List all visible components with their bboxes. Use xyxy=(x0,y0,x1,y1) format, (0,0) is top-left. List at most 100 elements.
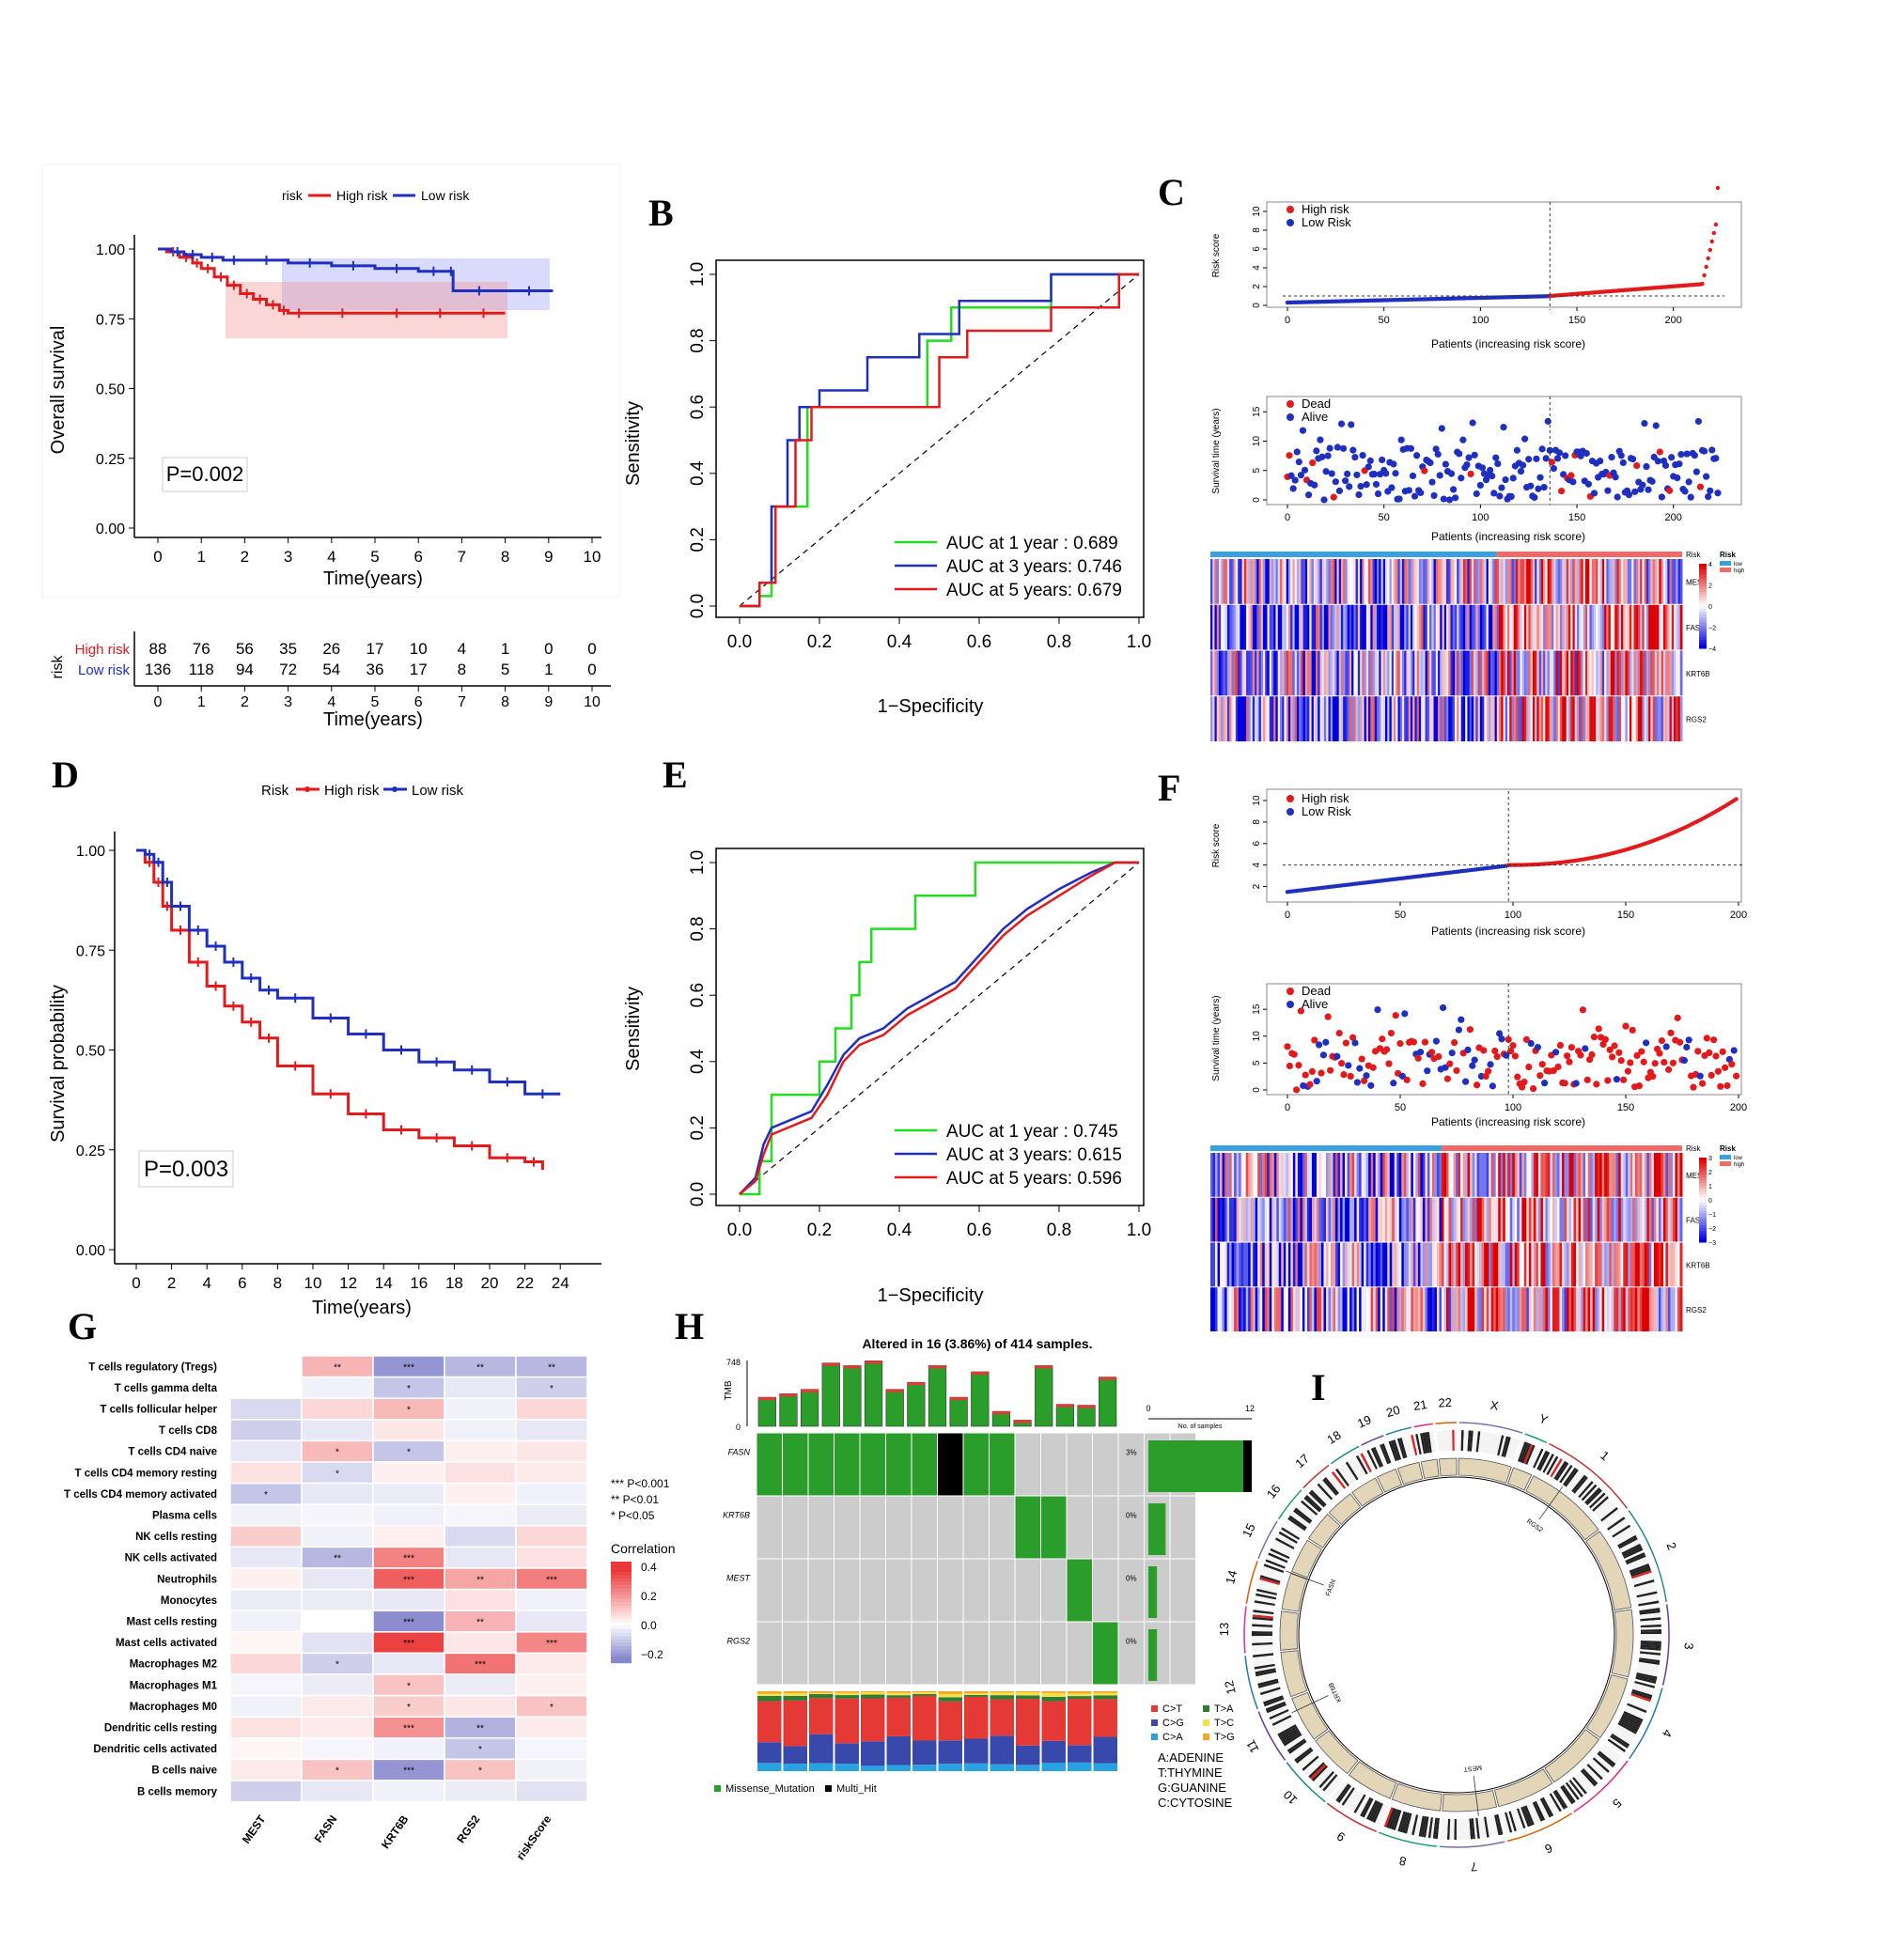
heat-cell xyxy=(1275,604,1279,650)
a-legend-high: High risk xyxy=(336,188,388,203)
heat-cell xyxy=(1380,650,1384,696)
heat-cell xyxy=(1239,1287,1242,1331)
heat-cell xyxy=(1223,696,1226,741)
heat-cell xyxy=(1273,1153,1277,1197)
x-tick-label: 1.0 xyxy=(1127,1221,1151,1240)
risk-table-cell: 56 xyxy=(236,640,254,658)
heat-cell xyxy=(1221,696,1224,741)
ideogram-band xyxy=(1402,1812,1411,1833)
heat-cell xyxy=(1412,559,1415,604)
status-point xyxy=(1447,470,1456,477)
heat-cell xyxy=(1292,1153,1296,1197)
ideogram-band xyxy=(1565,1781,1580,1800)
heat-cell xyxy=(1217,1197,1221,1242)
heat-cell xyxy=(1589,604,1593,650)
heat-cell xyxy=(1637,1153,1641,1197)
heat-cell xyxy=(1642,650,1645,696)
ideogram-band xyxy=(1257,1583,1279,1592)
heat-cell xyxy=(1385,650,1388,696)
ideogram-band xyxy=(1335,1783,1350,1802)
gene-mark-label: FASN xyxy=(1325,1579,1337,1597)
heat-cell xyxy=(1259,1242,1263,1287)
heat-cell xyxy=(1509,1153,1513,1197)
heat-cell xyxy=(1581,1197,1584,1242)
heat-cell xyxy=(1651,1197,1655,1242)
ideogram-band xyxy=(1613,1729,1632,1743)
snv-segment xyxy=(809,1734,834,1764)
colorbar-step xyxy=(611,1649,632,1654)
snv-segment xyxy=(1068,1745,1092,1763)
gene-mark-label: RGS2 xyxy=(1525,1518,1544,1534)
mut-cell xyxy=(1015,1559,1040,1622)
corr-star: * xyxy=(407,1448,411,1458)
corr-star: * xyxy=(407,1406,411,1416)
heat-cell xyxy=(1279,559,1283,604)
heat-cell xyxy=(1292,650,1296,696)
status-point xyxy=(1633,1051,1641,1060)
heat-cell xyxy=(1252,650,1255,696)
x-tick-label: 0 xyxy=(1285,512,1290,523)
heat-cell xyxy=(1646,1287,1650,1331)
snv-segment xyxy=(1016,1692,1040,1696)
heat-cell xyxy=(1570,559,1573,604)
ideogram-band xyxy=(1262,1567,1283,1578)
ideogram-band xyxy=(1293,1509,1312,1524)
corr-cell xyxy=(372,1652,445,1675)
heat-cell xyxy=(1343,650,1346,696)
heat-cell xyxy=(1462,650,1466,696)
snv-segment xyxy=(964,1738,989,1764)
heat-cell xyxy=(1406,1197,1410,1242)
heat-cell xyxy=(1360,696,1363,741)
heat-cell xyxy=(1460,1242,1464,1287)
status-point xyxy=(1535,485,1542,492)
heat-cell xyxy=(1474,696,1476,741)
heat-cell xyxy=(1625,696,1629,741)
heat-cell xyxy=(1496,650,1500,696)
x-tick-label: 6 xyxy=(413,548,422,566)
heat-cell xyxy=(1614,1287,1617,1331)
heat-cell xyxy=(1584,559,1588,604)
status-point xyxy=(1466,1026,1474,1034)
heat-cell xyxy=(1526,1287,1530,1331)
heat-cell xyxy=(1578,1242,1582,1287)
colorbar-step xyxy=(1699,589,1707,593)
chromosome-outer-arc xyxy=(1245,1561,1258,1605)
tmb-bar xyxy=(843,1365,862,1427)
ideogram-band xyxy=(1482,1432,1488,1454)
gene-mark-line xyxy=(1538,1486,1564,1520)
heat-cell xyxy=(1216,559,1220,604)
status-point xyxy=(1719,1048,1726,1055)
corr-star: *** xyxy=(403,1639,414,1649)
status-point xyxy=(1555,449,1564,457)
g-row-label: Dendritic cells activated xyxy=(93,1744,217,1755)
heat-cell xyxy=(1248,1153,1252,1197)
heat-cell xyxy=(1545,1153,1549,1197)
heat-cell xyxy=(1475,559,1479,604)
ideogram-band xyxy=(1598,1504,1617,1520)
heat-cell xyxy=(1311,1242,1315,1287)
corr-cell xyxy=(515,1737,588,1761)
ideogram-band xyxy=(1424,1432,1430,1454)
heat-cell xyxy=(1264,1153,1268,1197)
status-point xyxy=(1311,481,1318,489)
heat-cell xyxy=(1542,1287,1546,1331)
mut-cell xyxy=(808,1559,834,1622)
g-row-label: NK cells resting xyxy=(135,1532,217,1543)
heat-cell xyxy=(1451,1242,1455,1287)
corr-cell xyxy=(444,1588,517,1611)
g-row-label: Monocytes xyxy=(161,1595,217,1607)
heat-cell xyxy=(1385,604,1388,650)
heat-cell xyxy=(1431,696,1435,741)
status-point xyxy=(1382,470,1390,477)
heat-cell xyxy=(1566,604,1569,650)
ideogram-band xyxy=(1421,1816,1427,1838)
heat-cell xyxy=(1614,1153,1617,1197)
heat-cell xyxy=(1331,1287,1334,1331)
y-tick-label: 1.0 xyxy=(688,262,708,287)
heat-cell xyxy=(1240,559,1243,604)
heat-cell xyxy=(1446,1287,1450,1331)
ideogram-band xyxy=(1533,1448,1544,1469)
heat-cell xyxy=(1623,1153,1627,1197)
h-gene-label: MEST xyxy=(726,1574,752,1583)
ideogram-band xyxy=(1636,1670,1658,1677)
